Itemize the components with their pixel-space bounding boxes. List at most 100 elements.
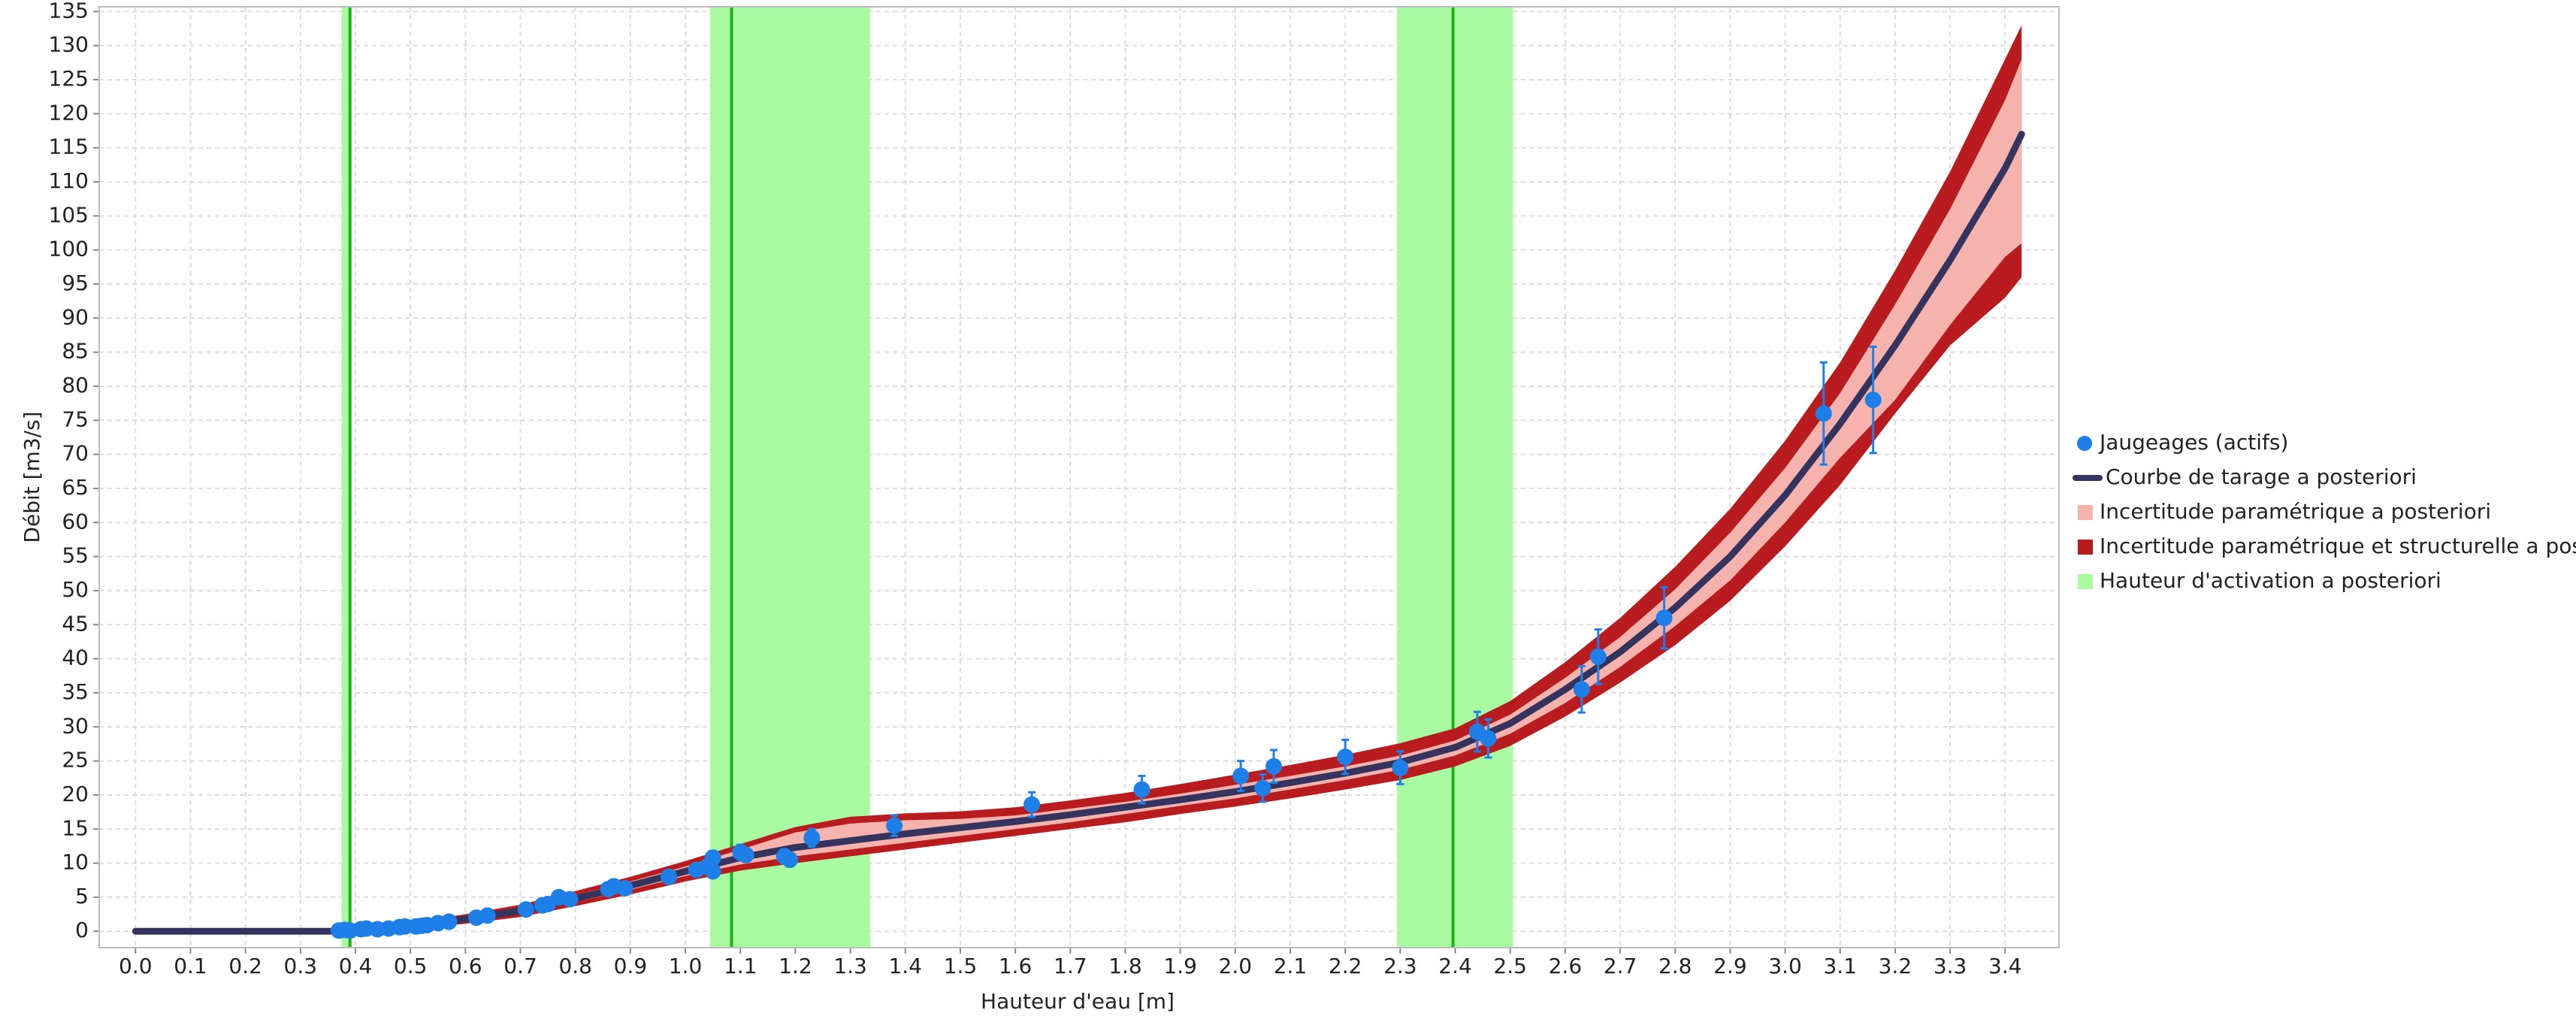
gauging — [1265, 748, 1283, 785]
x-tick-label: 2.0 — [1219, 954, 1253, 978]
x-tick-label: 2.3 — [1383, 954, 1417, 978]
gauging — [616, 880, 633, 897]
y-axis-label: Débit [m3/s] — [20, 411, 44, 543]
y-tick-label: 80 — [62, 373, 89, 398]
gauging-point — [1589, 648, 1607, 665]
legend-label: Incertitude paramétrique a posteriori — [2100, 499, 2491, 524]
legend-marker — [2078, 574, 2093, 589]
gauging-point — [440, 913, 458, 930]
gauging-point — [616, 880, 633, 897]
y-tick-label: 125 — [49, 66, 89, 91]
x-tick-label: 2.9 — [1713, 954, 1747, 978]
y-tick-label: 25 — [62, 748, 89, 773]
y-tick-label: 105 — [49, 202, 89, 227]
x-tick-label: 2.8 — [1658, 954, 1692, 978]
gauging — [782, 851, 799, 869]
y-tick-label: 130 — [49, 32, 89, 57]
gauging — [1023, 791, 1041, 818]
gauging-point — [479, 907, 496, 924]
legend-marker — [2077, 436, 2092, 451]
y-tick-label: 15 — [62, 815, 89, 840]
x-tick-label: 1.2 — [779, 954, 812, 978]
y-tick-label: 115 — [49, 135, 89, 159]
gauging-point — [1864, 392, 1882, 409]
y-tick-label: 55 — [62, 543, 89, 568]
gauging — [1815, 361, 1832, 466]
x-tick-label: 0.5 — [394, 954, 428, 978]
x-tick-label: 2.6 — [1549, 954, 1583, 978]
band-layer — [135, 25, 2022, 932]
x-tick-label: 2.7 — [1604, 954, 1637, 978]
x-tick-label: 3.1 — [1823, 954, 1857, 978]
gauging-point — [1655, 609, 1673, 627]
x-tick-label: 2.5 — [1493, 954, 1527, 978]
gauging-point — [1265, 757, 1283, 775]
x-tick-label: 3.2 — [1879, 954, 1912, 978]
legend-label: Hauteur d'activation a posteriori — [2100, 568, 2441, 593]
gauging — [1392, 750, 1409, 785]
x-tick-label: 3.0 — [1768, 954, 1802, 978]
gauging-point — [803, 830, 821, 847]
gauging-point — [561, 890, 579, 908]
y-tick-label: 65 — [62, 475, 89, 500]
x-tick-label: 0.6 — [449, 954, 482, 978]
gauging — [886, 814, 903, 837]
legend-label: Courbe de tarage a posteriori — [2106, 464, 2417, 489]
y-tick-label: 90 — [62, 304, 89, 329]
gauging-point — [1023, 796, 1041, 813]
legend-marker — [2078, 540, 2093, 555]
gauging-point — [737, 846, 754, 863]
legend-label: Jaugeages (actifs) — [2098, 430, 2288, 455]
y-tick-label: 35 — [62, 679, 89, 704]
y-tick-label: 75 — [62, 407, 89, 431]
y-tick-label: 85 — [62, 339, 89, 364]
legend: Jaugeages (actifs) Courbe de tarage a pos… — [2073, 430, 2576, 593]
gauging-point — [1480, 730, 1497, 747]
gauging — [479, 907, 496, 924]
y-tick-label: 10 — [62, 850, 89, 875]
y-tick-label: 45 — [62, 611, 89, 636]
gauging — [1589, 628, 1607, 685]
x-tick-label: 1.7 — [1054, 954, 1087, 978]
activation-layer — [341, 7, 1513, 948]
plot-frame — [98, 6, 2060, 948]
x-tick-label: 0.9 — [614, 954, 648, 978]
axes-layer: 0.0 0.1 0.2 0.3 0.4 0.5 0.6 0.7 0.8 0.9 1.0 1.1 1.2 1… — [49, 0, 2060, 978]
point-layer — [331, 345, 1882, 939]
x-tick-label: 1.6 — [999, 954, 1033, 978]
gauging-point — [704, 863, 721, 880]
y-tick-label: 60 — [62, 509, 89, 534]
gauging — [704, 863, 721, 880]
gauging — [737, 846, 754, 863]
x-tick-label: 0.4 — [339, 954, 373, 978]
gauging — [440, 913, 458, 930]
gauging — [803, 827, 821, 848]
gauging — [1573, 665, 1590, 714]
gauging-point — [1254, 779, 1271, 797]
activation-band — [709, 7, 870, 948]
x-tick-label: 1.0 — [669, 954, 703, 978]
y-tick-label: 110 — [49, 168, 89, 193]
x-tick-label: 1.4 — [888, 954, 922, 978]
activation-band — [1396, 7, 1513, 948]
x-tick-label: 1.3 — [833, 954, 867, 978]
gauging-point — [517, 901, 534, 918]
gauging-point — [1573, 681, 1590, 698]
gauging-point — [1232, 767, 1250, 785]
gauging — [561, 890, 579, 908]
y-tick-label: 0 — [75, 918, 89, 942]
gauging-point — [782, 851, 799, 869]
gauging-point — [886, 817, 903, 834]
x-tick-label: 1.8 — [1108, 954, 1142, 978]
y-tick-label: 70 — [62, 441, 89, 466]
legend-marker — [2078, 505, 2093, 520]
gauging-point — [1133, 781, 1150, 798]
gauging-point — [661, 868, 678, 885]
y-tick-label: 40 — [62, 646, 89, 670]
gauging-point — [1337, 748, 1354, 766]
gauging-point — [1392, 759, 1409, 776]
x-tick-label: 2.2 — [1329, 954, 1362, 978]
y-tick-label: 50 — [62, 577, 89, 602]
